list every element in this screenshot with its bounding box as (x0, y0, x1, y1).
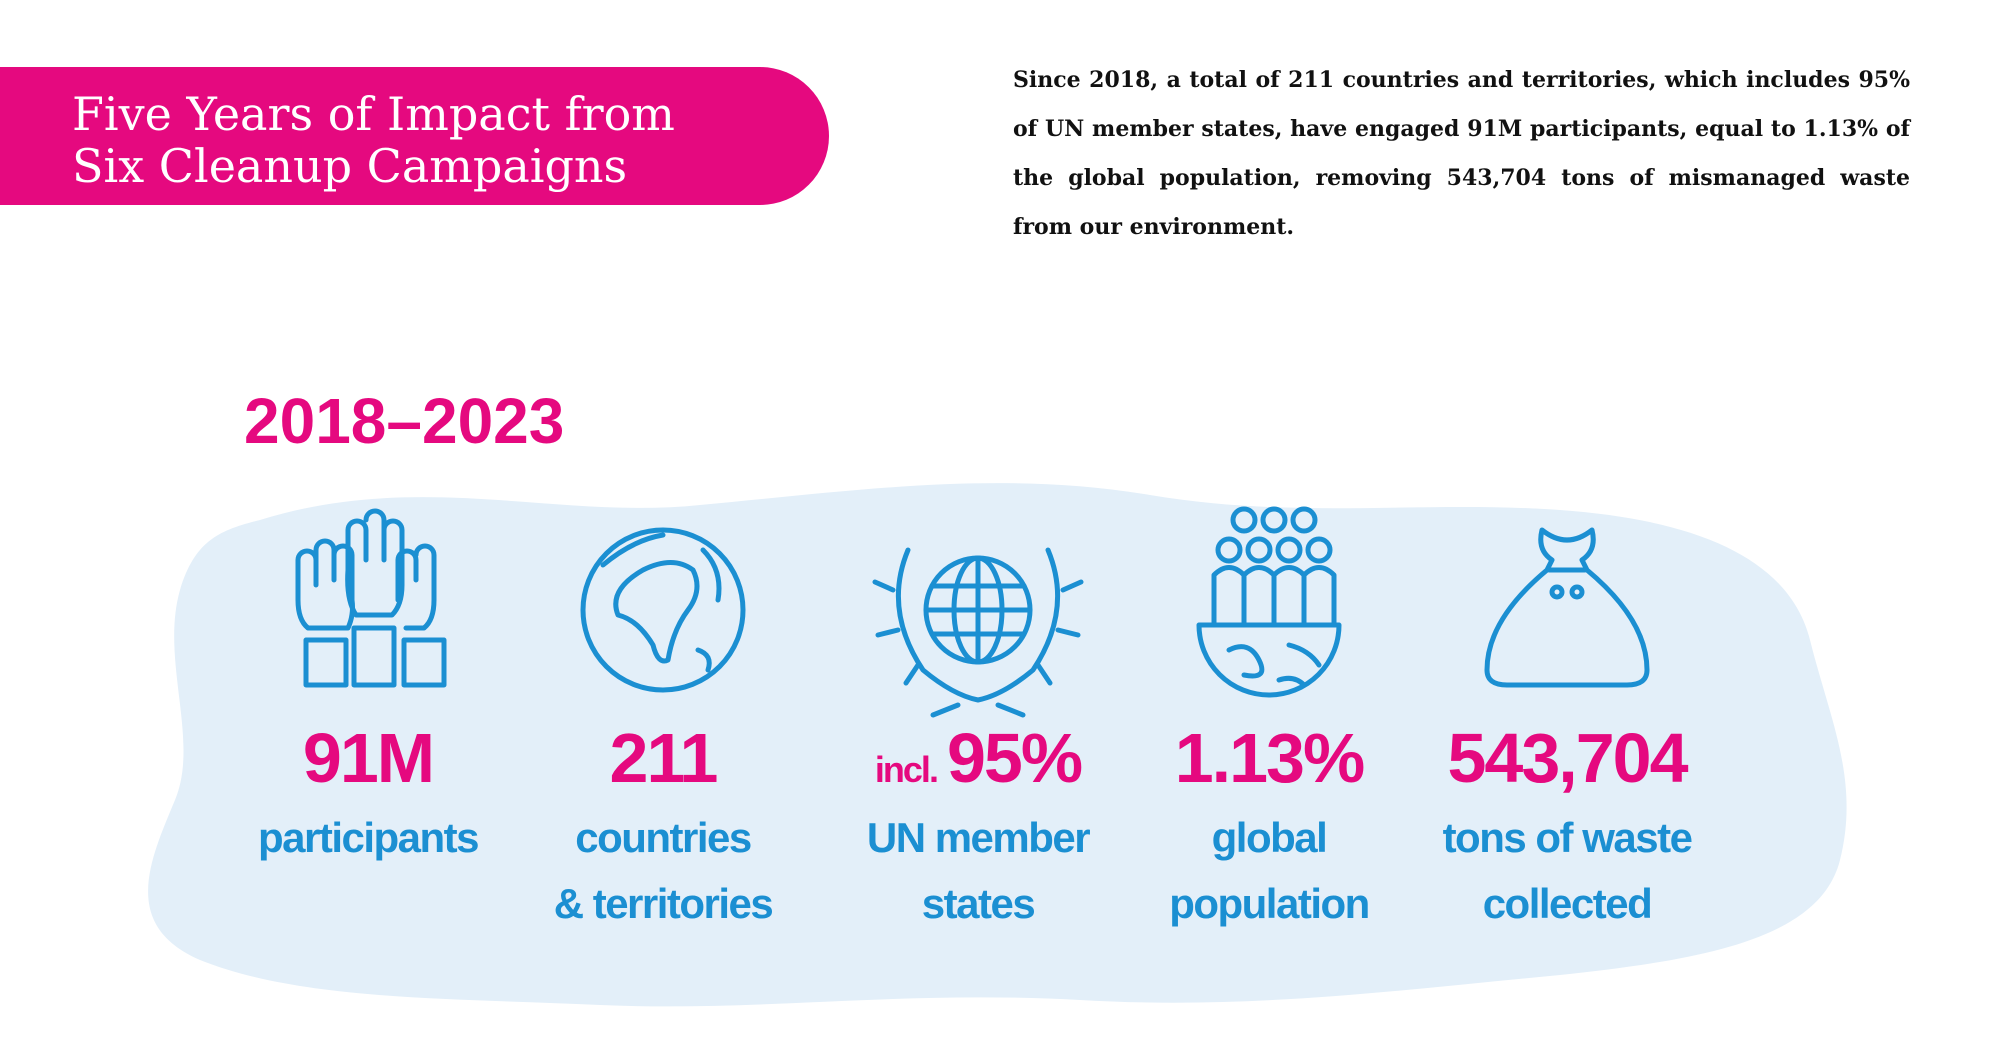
title-line: Six Cleanup Campaigns (72, 139, 627, 193)
icon-hands (295, 508, 447, 688)
stat-value: 91M (303, 719, 433, 797)
icon-bag (1484, 527, 1650, 688)
title-banner (0, 67, 829, 205)
background-blob (148, 483, 1847, 1007)
stat-value: 543,704 (1447, 719, 1688, 797)
stat-value: incl. 95% (875, 719, 1082, 797)
stat-number: 91M (303, 719, 433, 797)
summary: Since 2018, a total of 211 countries and… (1013, 67, 1910, 240)
stat-label: collected (1483, 880, 1652, 927)
stat-label: states (922, 880, 1035, 927)
stat-number: 211 (610, 719, 717, 797)
stat-prefix: incl. (875, 749, 937, 790)
stat-number: 95% (947, 719, 1082, 797)
stat-value: 211 (610, 719, 717, 797)
stat-number: 543,704 (1447, 719, 1688, 797)
stat-label: countries (575, 814, 751, 861)
icon-population (1196, 506, 1342, 698)
stat-label: UN member (867, 814, 1090, 861)
stat-label: population (1169, 880, 1369, 927)
icon-globe (580, 527, 746, 693)
stat-label: & territories (554, 880, 773, 927)
stat-label: tons of waste (1443, 814, 1692, 861)
icon-un-laurel (872, 547, 1084, 718)
period: 2018–2023 (244, 385, 564, 457)
stat-number: 1.13% (1175, 719, 1364, 797)
stat-label: participants (258, 814, 478, 861)
stat-label: global (1212, 814, 1327, 861)
stat-value: 1.13% (1175, 719, 1364, 797)
title-line: Five Years of Impact from (72, 87, 675, 141)
